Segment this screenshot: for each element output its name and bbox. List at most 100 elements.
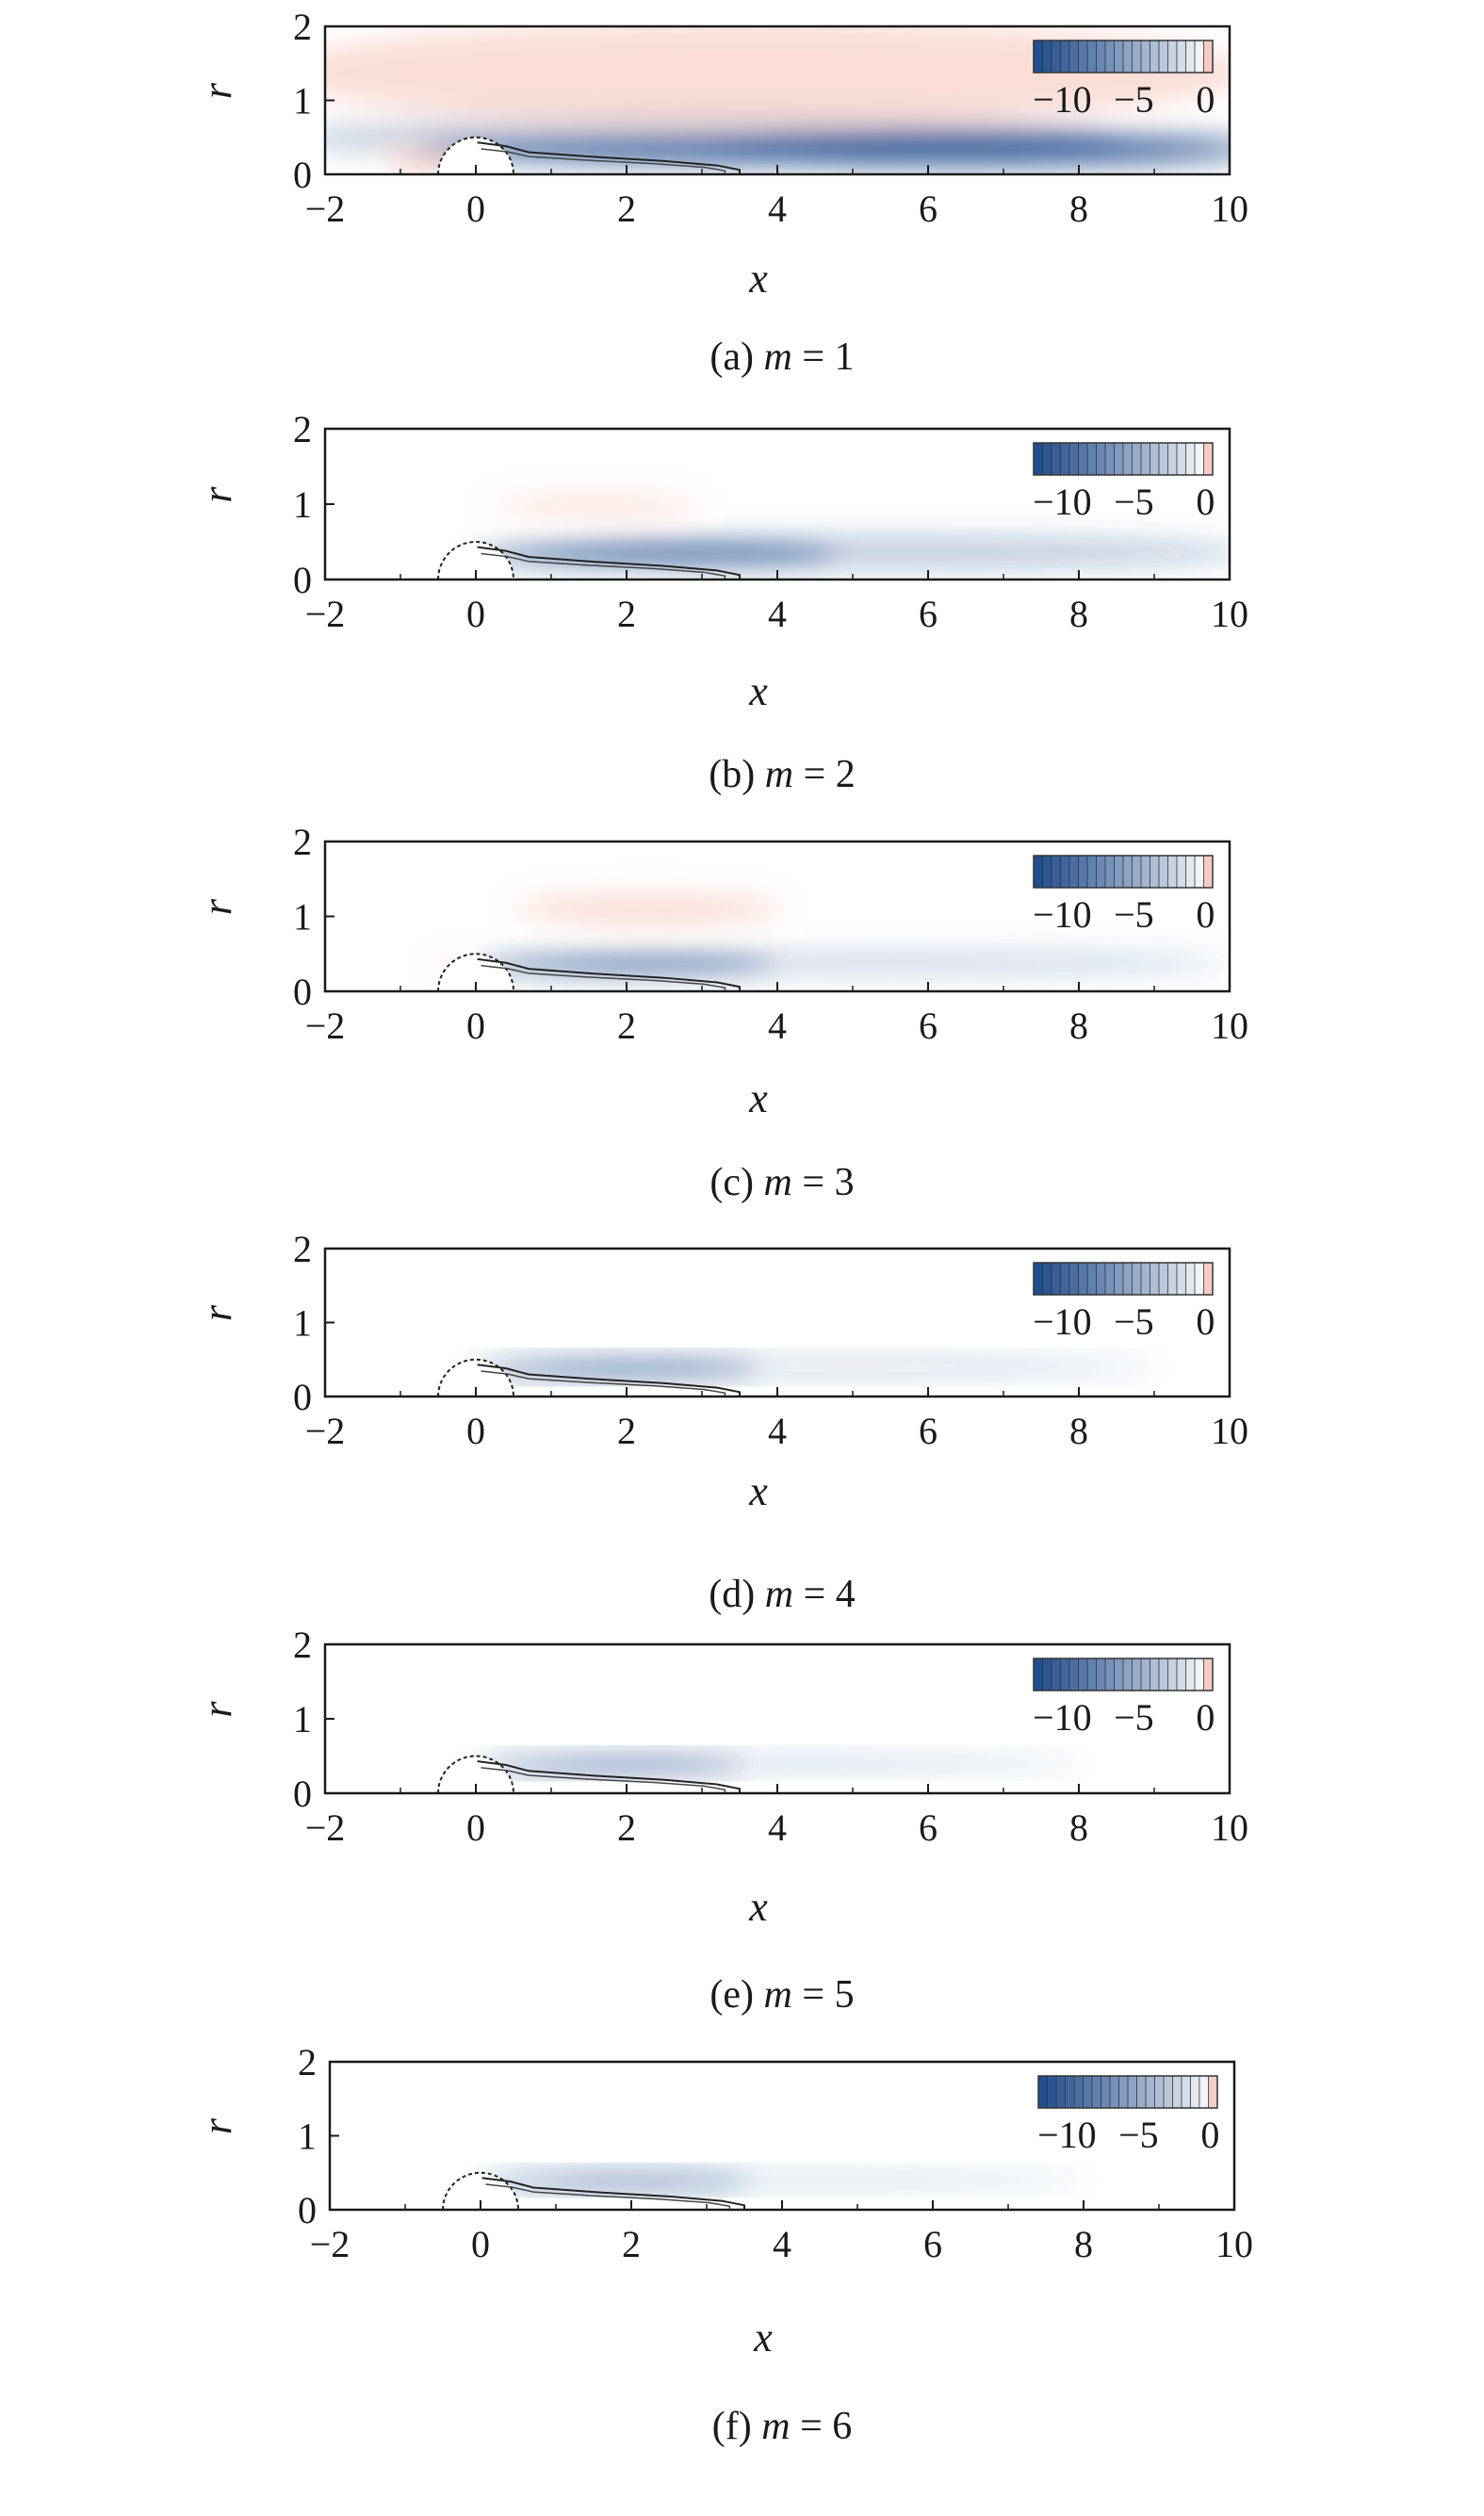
y-tick-label: 2 [293,1228,312,1270]
x-tick-label: 8 [1069,593,1088,635]
x-axis-label: x [748,255,768,302]
colorbar-tick-label: −10 [1033,1696,1092,1739]
y-tick-label: 1 [293,1698,312,1740]
negative-region-1 [556,2171,1084,2190]
colorbar-segment [1110,2076,1119,2108]
colorbar: −10 −5 0 [1033,855,1215,936]
x-tick-label: 2 [622,2223,641,2265]
colorbar-segment [1069,856,1079,888]
colorbar-segment [1065,2076,1075,2108]
colorbar-segment [1056,2076,1066,2108]
colorbar-frame [1033,442,1214,476]
x-tick-label: −2 [310,2223,351,2265]
y-tick-label: 0 [293,154,312,196]
x-tick-label: 6 [919,1806,938,1849]
colorbar-tick-label: −10 [1033,1300,1092,1343]
colorbar-frame [1033,855,1214,889]
x-tick-label: 2 [617,1005,636,1047]
colorbar-tick-label: 0 [1200,2114,1219,2156]
y-axis-label: r [194,1701,240,1718]
colorbar-segment [1167,443,1178,475]
x-tick-label: 4 [768,593,787,635]
y-tick-label: 2 [293,821,312,863]
contour-field [481,2171,1084,2190]
x-tick-label: 2 [617,593,636,635]
colorbar-segment [1105,443,1115,475]
colorbar-segment [1167,41,1178,73]
x-tick-label: 8 [1069,1410,1088,1452]
x-tick-label: −2 [305,1410,346,1452]
caption-variable: m [761,2405,790,2448]
colorbar-segment [1190,2076,1200,2108]
colorbar-segment [1052,1263,1061,1295]
recirculation-contour [481,2177,745,2210]
x-axis-label: x [748,1884,768,1930]
colorbar-segment [1203,41,1214,73]
sphere-body [436,541,515,580]
colorbar: −10 −5 0 [1033,40,1215,121]
colorbar-segment [1185,41,1196,73]
caption-value: = 1 [792,335,855,379]
y-tick-label: 1 [293,896,312,939]
colorbar-segment [1203,443,1214,475]
recirculation-contour-inner [481,148,726,174]
x-tick-label: 6 [923,2223,942,2265]
colorbar-segment [1132,856,1142,888]
y-axis-label: r [194,486,240,503]
negative-region-1 [529,537,1230,568]
colorbar-segment [1042,443,1052,475]
caption-prefix: (a) [709,335,763,379]
colorbar-segment [1114,41,1124,73]
colorbar-segment [1203,1263,1214,1295]
x-tick-label: 0 [466,1410,485,1452]
x-tick-label: 8 [1069,188,1088,230]
colorbar-segment [1195,856,1204,888]
x-axis-label: x [753,2314,773,2361]
colorbar-tick-label: 0 [1196,1300,1215,1343]
plot-area [330,2062,1234,2210]
colorbar-segment [1177,1658,1186,1691]
colorbar-segment [1038,2076,1048,2108]
colorbar-tick-label: −5 [1114,481,1154,523]
colorbar-segment [1195,41,1204,73]
x-tick-label: 6 [919,1005,938,1047]
x-tick-label: 0 [466,1806,485,1849]
colorbar-segment [1042,1658,1052,1691]
colorbar-tick-label: −10 [1033,481,1092,523]
colorbar-segment [1150,856,1160,888]
colorbar-segment [1083,2076,1093,2108]
caption-prefix: (e) [709,1973,763,2017]
y-tick-label: 0 [293,971,312,1013]
colorbar-segment [1123,856,1133,888]
y-tick-label: 1 [293,1302,312,1345]
colorbar-segment [1047,2076,1057,2108]
colorbar-segment [1141,1263,1150,1295]
colorbar-segment [1199,2076,1209,2108]
colorbar-segment [1060,1263,1070,1295]
panel-caption: (a) m = 1 [709,335,854,379]
colorbar-segment [1159,1263,1168,1295]
x-tick-label: −2 [305,1005,346,1047]
colorbar-segment [1034,41,1043,73]
y-axis-label: r [194,1304,240,1321]
contour-field [476,1754,1079,1773]
negative-region-1 [551,1754,1079,1773]
colorbar-frame [1037,2075,1218,2109]
x-tick-label: 10 [1211,1806,1248,1849]
colorbar-tick-label: 0 [1196,78,1215,121]
colorbar-segment [1114,1658,1124,1691]
colorbar-tick-label: 0 [1196,481,1215,523]
panel-caption: (b) m = 2 [709,753,856,796]
colorbar-segment [1078,443,1088,475]
x-tick-label: 2 [617,188,636,230]
recirculation-contour [477,546,741,580]
colorbar-segment [1132,41,1142,73]
colorbar-segment [1154,2076,1165,2108]
colorbar-segment [1177,443,1186,475]
sphere-body [436,136,515,174]
colorbar-segment [1087,856,1097,888]
colorbar: −10 −5 0 [1033,1262,1215,1343]
colorbar-segment [1167,856,1178,888]
